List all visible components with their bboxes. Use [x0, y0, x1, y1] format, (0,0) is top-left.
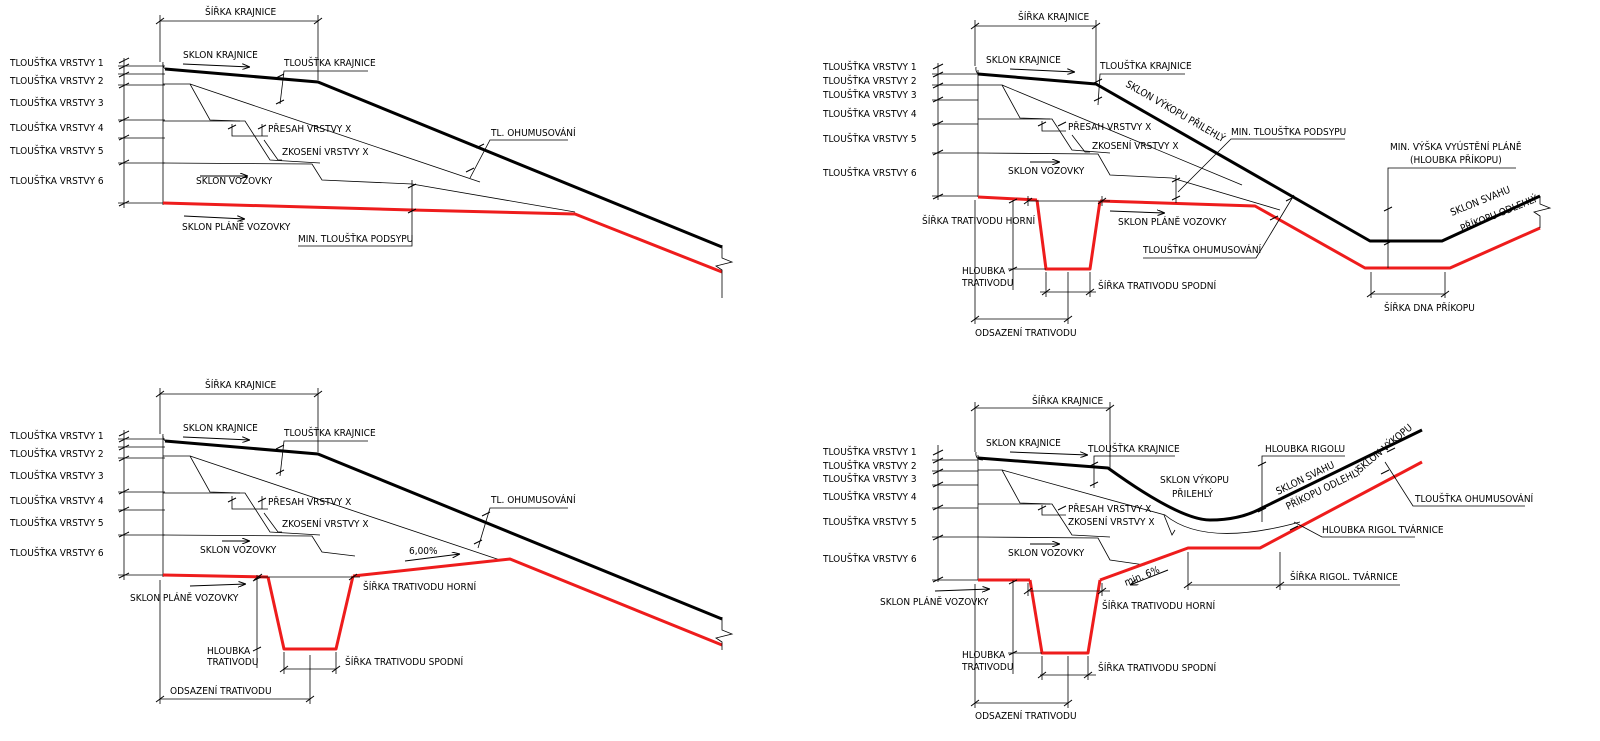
layer-label: TLOUŠŤKA VRSTVY 4: [9, 494, 104, 507]
shoulder-thickness-label: TLOUŠŤKA KRAJNICE: [283, 56, 376, 69]
layer-label: TLOUŠŤKA VRSTVY 6: [822, 552, 917, 565]
topsoil-thickness-label: TLOUŠŤKA OHUMUSOVÁNÍ: [1414, 492, 1534, 505]
layer-label: TLOUŠŤKA VRSTVY 2: [822, 459, 917, 472]
layer-label: TLOUŠŤKA VRSTVY 2: [9, 74, 104, 87]
layer-bevel-label: ZKOSENÍ VRSTVY X: [282, 145, 369, 158]
layer-bevel-label: ZKOSENÍ VRSTVY X: [282, 517, 369, 530]
layer-label: TLOUŠŤKA VRSTVY 3: [822, 88, 917, 101]
topsoil-thickness-label: TLOUŠŤKA OHUMUSOVÁNÍ: [1142, 243, 1262, 256]
min-subbase-label: MIN. TLOUŠŤKA PODSYPU: [298, 232, 413, 245]
layer-label: TLOUŠŤKA VRSTVY 3: [822, 472, 917, 485]
layer-label: TLOUŠŤKA VRSTVY 1: [9, 56, 104, 69]
layer-overlap-label: PŘESAH VRSTVY X: [268, 495, 351, 508]
layer-label: TLOUŠŤKA VRSTVY 4: [9, 121, 104, 134]
layer-label: TLOUŠŤKA VRSTVY 6: [822, 166, 917, 179]
shoulder-width-label: ŠÍŘKA KRAJNICE: [1018, 10, 1090, 23]
cut-slope-right-label: SKLON VÝKOPU: [1354, 421, 1415, 475]
layer-label: TLOUŠŤKA VRSTVY 4: [822, 107, 917, 120]
subgrade-slope-label: SKLON PLÁNĚ VOZOVKY: [1118, 215, 1227, 228]
drain-depth-label-2: TRATIVODU: [206, 657, 258, 668]
layer-label: TLOUŠŤKA VRSTVY 5: [822, 132, 917, 145]
subgrade-slope-label: SKLON PLÁNĚ VOZOVKY: [880, 595, 989, 608]
panel-bottom-left: TLOUŠŤKA VRSTVY 1 TLOUŠŤKA VRSTVY 2 TLOU…: [9, 378, 734, 704]
topsoil-thickness-label: TL. OHUMUSOVÁNÍ: [490, 126, 576, 139]
drain-depth-label: HLOUBKA: [962, 266, 1006, 277]
shoulder-thickness-label: TLOUŠŤKA KRAJNICE: [283, 426, 376, 439]
gutter-block-depth-label: HLOUBKA RIGOL TVÁRNICE: [1322, 523, 1444, 536]
layer-bevel-label: ZKOSENÍ VRSTVY X: [1068, 515, 1155, 528]
pavement-slope-label: SKLON VOZOVKY: [1008, 548, 1085, 559]
slope-value-label: 6,00%: [409, 546, 438, 557]
pavement-slope-label: SKLON VOZOVKY: [200, 545, 277, 556]
ditch-bottom-width-label: ŠÍŘKA DNA PŘÍKOPU: [1384, 301, 1475, 314]
layer-overlap-label: PŘESAH VRSTVY X: [1068, 120, 1151, 133]
drain-bottom-width-label: ŠÍŘKA TRATIVODU SPODNÍ: [1098, 661, 1217, 674]
gutter-depth-label: HLOUBKA RIGOLU: [1265, 444, 1345, 455]
layer-bevel-label: ZKOSENÍ VRSTVY X: [1092, 139, 1179, 152]
shoulder-slope-label: SKLON KRAJNICE: [986, 438, 1061, 449]
pavement-slope-label: SKLON VOZOVKY: [1008, 166, 1085, 177]
drain-depth-label-2: TRATIVODU: [961, 662, 1013, 673]
panel-top-right: TLOUŠŤKA VRSTVY 1 TLOUŠŤKA VRSTVY 2 TLOU…: [822, 10, 1552, 339]
drain-offset-label: ODSAZENÍ TRATIVODU: [975, 326, 1077, 339]
shoulder-thickness-label: TLOUŠŤKA KRAJNICE: [1087, 442, 1180, 455]
cut-slope-label: SKLON VÝKOPU: [1160, 473, 1229, 486]
min-subbase-label: MIN. TLOUŠŤKA PODSYPU: [1231, 125, 1346, 138]
layer-overlap-label: PŘESAH VRSTVY X: [1068, 502, 1151, 515]
drain-bottom-width-label: ŠÍŘKA TRATIVODU SPODNÍ: [345, 655, 464, 668]
layer-dimension-line: [118, 57, 165, 208]
layer-label: TLOUŠŤKA VRSTVY 5: [9, 516, 104, 529]
shoulder-width-dimension: [970, 402, 1115, 468]
ditch-depth-label: (HLOUBKA PŘÍKOPU): [1410, 153, 1502, 166]
layer-label: TLOUŠŤKA VRSTVY 6: [9, 174, 104, 187]
shoulder-width-dimension: [155, 15, 323, 80]
min-outlet-height-label: MIN. VÝŠKA VYÚSTĚNÍ PLÁNĚ: [1390, 140, 1522, 153]
layer-label: TLOUŠŤKA VRSTVY 1: [822, 60, 917, 73]
drain-depth-label-2: TRATIVODU: [961, 278, 1013, 289]
topsoil-thickness-label: TL. OHUMUSOVÁNÍ: [490, 493, 576, 506]
layer-dimension-line: [932, 63, 978, 200]
drain-top-width-label: ŠÍŘKA TRATIVODU HORNÍ: [363, 580, 476, 593]
shoulder-slope-label: SKLON KRAJNICE: [986, 55, 1061, 66]
panel-top-left: TLOUŠŤKA VRSTVY 1 TLOUŠŤKA VRSTVY 2 TLOU…: [9, 5, 734, 298]
layer-label: TLOUŠŤKA VRSTVY 5: [822, 515, 917, 528]
layer-label: TLOUŠŤKA VRSTVY 2: [822, 74, 917, 87]
cut-slope-label-2: PŘILEHLÝ: [1172, 487, 1213, 500]
shoulder-thickness-label: TLOUŠŤKA KRAJNICE: [1099, 59, 1192, 72]
drain-bottom-width-label: ŠÍŘKA TRATIVODU SPODNÍ: [1098, 279, 1217, 292]
drain-depth-label: HLOUBKA: [207, 646, 251, 657]
shoulder-width-label: ŠÍŘKA KRAJNICE: [205, 378, 277, 391]
drain-top-width-label: ŠÍŘKA TRATIVODU HORNÍ: [1102, 599, 1215, 612]
pavement-slope-label: SKLON VOZOVKY: [196, 176, 273, 187]
layer-overlap-label: PŘESAH VRSTVY X: [268, 122, 351, 135]
shoulder-slope-label: SKLON KRAJNICE: [183, 423, 258, 434]
layer-label: TLOUŠŤKA VRSTVY 5: [9, 144, 104, 157]
layer-label: TLOUŠŤKA VRSTVY 4: [822, 490, 917, 503]
shoulder-width-label: ŠÍŘKA KRAJNICE: [1032, 394, 1104, 407]
shoulder-width-label: ŠÍŘKA KRAJNICE: [205, 5, 277, 18]
drain-depth-label: HLOUBKA: [962, 650, 1006, 661]
layer-label: TLOUŠŤKA VRSTVY 2: [9, 447, 104, 460]
drain-offset-label: ODSAZENÍ TRATIVODU: [170, 684, 272, 697]
drain-offset-label: ODSAZENÍ TRATIVODU: [975, 709, 1077, 722]
layer-dimension-line: [118, 430, 165, 580]
gutter-block-width-label: ŠÍŘKA RIGOL. TVÁRNICE: [1290, 570, 1398, 583]
layer-label: TLOUŠŤKA VRSTVY 3: [9, 96, 104, 109]
drain-top-width-label: ŠÍŘKA TRATIVODU HORNÍ: [922, 214, 1035, 227]
layer-label: TLOUŠŤKA VRSTVY 1: [9, 429, 104, 442]
shoulder-width-dimension: [970, 20, 1101, 82]
subgrade-slope-label: SKLON PLÁNĚ VOZOVKY: [182, 220, 291, 233]
subgrade-slope-label: SKLON PLÁNĚ VOZOVKY: [130, 591, 239, 604]
layer-label: TLOUŠŤKA VRSTVY 3: [9, 469, 104, 482]
layer-label: TLOUŠŤKA VRSTVY 6: [9, 546, 104, 559]
panel-bottom-right: TLOUŠŤKA VRSTVY 1 TLOUŠŤKA VRSTVY 2 TLOU…: [822, 394, 1534, 722]
layer-label: TLOUŠŤKA VRSTVY 1: [822, 445, 917, 458]
shoulder-slope-label: SKLON KRAJNICE: [183, 50, 258, 61]
cut-slope-label: SKLON VÝKOPU PŘILEHLÝ: [1124, 77, 1229, 145]
layer-dimension-line: [932, 445, 978, 583]
